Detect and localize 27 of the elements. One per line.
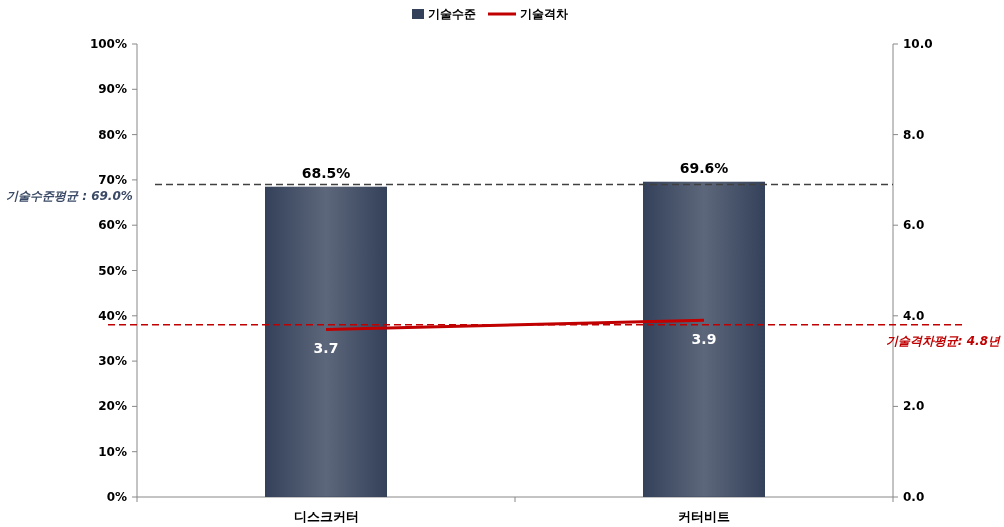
y-tick-label: 30% (98, 354, 127, 369)
data-label: 68.5% (301, 164, 351, 181)
x-tick-label: 커터비트 (678, 509, 730, 524)
x-tick-label: 디스크커터 (293, 509, 359, 524)
y-tick-label: 90% (98, 82, 127, 97)
ref-line-label: 기술수준평균 : 69.0% (6, 189, 133, 204)
annotation: 기술격차평균: 4.8년 (885, 333, 1001, 348)
y-tick-label: 60% (98, 218, 127, 233)
y2-tick-label: 6.0 (903, 218, 925, 233)
legend-label: 기술격차 (520, 7, 568, 21)
y2-tick-label: 2.0 (903, 399, 925, 414)
y2-tick-label: 10.0 (903, 37, 933, 51)
y2-tick-label: 4.0 (903, 308, 925, 323)
y2-tick-label: 8.0 (903, 127, 925, 142)
y-tick-label: 40% (98, 308, 127, 323)
y-tick-label: 20% (98, 399, 127, 414)
data-label: 3.9 (691, 331, 717, 348)
y-tick-label: 50% (98, 263, 127, 278)
legend-label: 기술수준 (428, 7, 476, 21)
y-tick-label: 100% (89, 37, 127, 51)
y-tick-label: 80% (98, 127, 127, 142)
y2-tick-label: 0.0 (903, 490, 925, 504)
y-tick-label: 70% (98, 172, 127, 187)
data-label: 69.6% (679, 159, 729, 176)
y-tick-label: 10% (98, 444, 127, 459)
data-label: 3.7 (313, 340, 339, 357)
y-tick-label: 0% (106, 490, 127, 504)
